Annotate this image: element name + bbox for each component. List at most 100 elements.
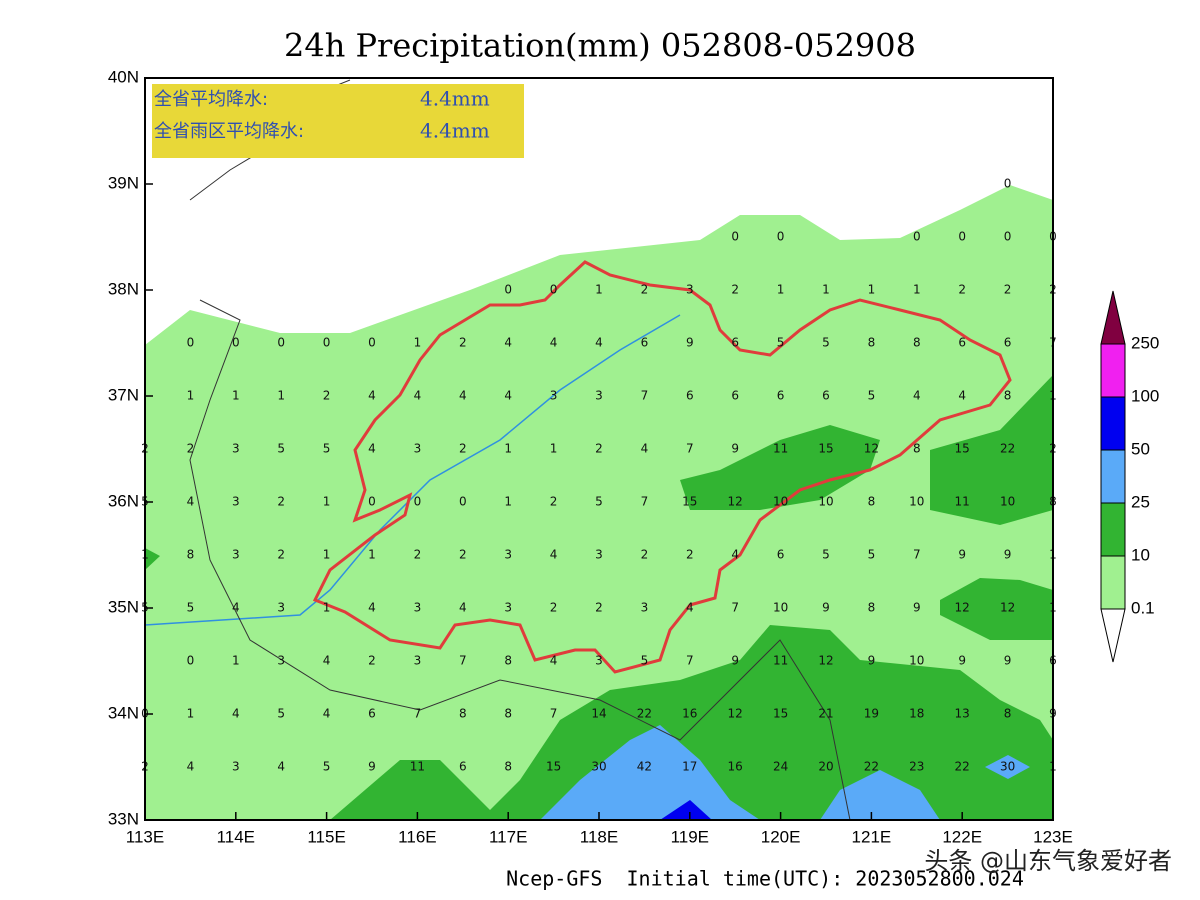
grid-value: 2 xyxy=(686,548,694,562)
grid-value: 8 xyxy=(459,707,467,721)
x-tick-label: 118E xyxy=(580,827,618,846)
grid-value: 0 xyxy=(187,336,195,350)
grid-value: 12 xyxy=(955,601,970,615)
y-tick-label: 33N xyxy=(108,809,139,828)
shade-blue xyxy=(660,800,712,820)
grid-value: 1 xyxy=(232,389,240,403)
grid-value: 0 xyxy=(187,654,195,668)
grid-value: 12 xyxy=(818,654,833,668)
grid-value: 10 xyxy=(773,601,788,615)
grid-value: 0 xyxy=(958,230,966,244)
grid-value: 6 xyxy=(731,336,739,350)
grid-value: 3 xyxy=(595,548,603,562)
grid-value: 4 xyxy=(550,654,558,668)
province-outline xyxy=(312,260,1012,674)
grid-value: 2 xyxy=(368,654,376,668)
grid-value: 3 xyxy=(595,389,603,403)
grid-value: 1 xyxy=(277,389,285,403)
watermark: 头条 @山东气象爱好者 xyxy=(924,847,1172,875)
colorbar-box xyxy=(1100,396,1126,451)
grid-value: 12 xyxy=(1000,601,1015,615)
grid-value: 6 xyxy=(731,389,739,403)
grid-value: 23 xyxy=(909,760,924,774)
grid-value: 8 xyxy=(868,601,876,615)
grid-value: 3 xyxy=(686,283,694,297)
colorbar: 0.1 10 25 50 100 250 xyxy=(1100,290,1159,663)
y-tick-label: 37N xyxy=(108,385,139,404)
grid-value: 9 xyxy=(368,760,376,774)
grid-value: 12 xyxy=(728,707,743,721)
grid-value: 8 xyxy=(913,336,921,350)
grid-value: 9 xyxy=(868,654,876,668)
grid-value: 4 xyxy=(414,389,422,403)
grid-value: 6 xyxy=(686,389,694,403)
grid-value: 20 xyxy=(818,760,833,774)
grid-value: 5 xyxy=(641,654,649,668)
grid-value: 7 xyxy=(641,495,649,509)
grid-value: 4 xyxy=(277,760,285,774)
colorbar-box xyxy=(1100,343,1126,398)
grid-value: 17 xyxy=(682,760,697,774)
grid-value: 1 xyxy=(323,601,331,615)
grid-value: 4 xyxy=(595,336,603,350)
grid-value: 22 xyxy=(864,760,879,774)
grid-value: 2 xyxy=(459,336,467,350)
grid-value: 6 xyxy=(641,336,649,350)
colorbar-label: 250 xyxy=(1131,333,1159,352)
grid-value: 8 xyxy=(187,548,195,562)
map-area xyxy=(144,78,1053,821)
grid-value: 4 xyxy=(459,601,467,615)
x-tick-label: 115E xyxy=(307,827,345,846)
grid-value: 15 xyxy=(818,442,833,456)
x-tick-label: 123E xyxy=(1033,827,1073,846)
grid-value: 10 xyxy=(818,495,833,509)
colorbar-box xyxy=(1100,449,1126,504)
grid-value: 1 xyxy=(913,283,921,297)
grid-value: 4 xyxy=(686,601,694,615)
grid-value: 11 xyxy=(410,760,425,774)
grid-value: 2 xyxy=(323,389,331,403)
colorbar-label: 10 xyxy=(1131,545,1150,564)
grid-value: 7 xyxy=(414,707,422,721)
grid-value: 16 xyxy=(682,707,697,721)
grid-value: 5 xyxy=(777,336,785,350)
grid-value: 3 xyxy=(277,654,285,668)
y-tick-label: 34N xyxy=(108,703,139,722)
grid-value: 4 xyxy=(187,760,195,774)
grid-value: 2 xyxy=(459,442,467,456)
grid-value: 3 xyxy=(232,760,240,774)
grid-value: 15 xyxy=(955,442,970,456)
grid-value: 3 xyxy=(414,442,422,456)
info-label: 全省雨区平均降水: xyxy=(154,121,304,142)
grid-value: 4 xyxy=(550,548,558,562)
grid-value: 15 xyxy=(546,760,561,774)
grid-value: 10 xyxy=(909,654,924,668)
shade-light-blue xyxy=(540,725,1030,820)
grid-value: 2 xyxy=(550,495,558,509)
grid-value: 1 xyxy=(368,548,376,562)
grid-value: 0 xyxy=(731,230,739,244)
grid-value: 11 xyxy=(773,442,788,456)
grid-value: 1 xyxy=(822,283,830,297)
grid-value: 0 xyxy=(913,230,921,244)
grid-value: 7 xyxy=(686,654,694,668)
grid-value: 11 xyxy=(955,495,970,509)
grid-value: 7 xyxy=(550,707,558,721)
grid-value: 4 xyxy=(323,654,331,668)
grid-value: 7 xyxy=(459,654,467,668)
grid-value: 1 xyxy=(187,389,195,403)
info-value: 4.4mm xyxy=(420,87,490,111)
grid-value: 5 xyxy=(187,601,195,615)
grid-value: 3 xyxy=(232,495,240,509)
x-tick-label: 122E xyxy=(942,827,982,846)
grid-value: 0 xyxy=(368,336,376,350)
grid-value: 22 xyxy=(1000,442,1015,456)
grid-value: 6 xyxy=(459,760,467,774)
river xyxy=(144,314,681,626)
grid-value: 4 xyxy=(368,389,376,403)
grid-value: 6 xyxy=(822,389,830,403)
grid-value: 7 xyxy=(913,548,921,562)
grid-value: 1 xyxy=(595,283,603,297)
info-box xyxy=(152,84,524,158)
shade-dark-green xyxy=(145,375,1053,820)
